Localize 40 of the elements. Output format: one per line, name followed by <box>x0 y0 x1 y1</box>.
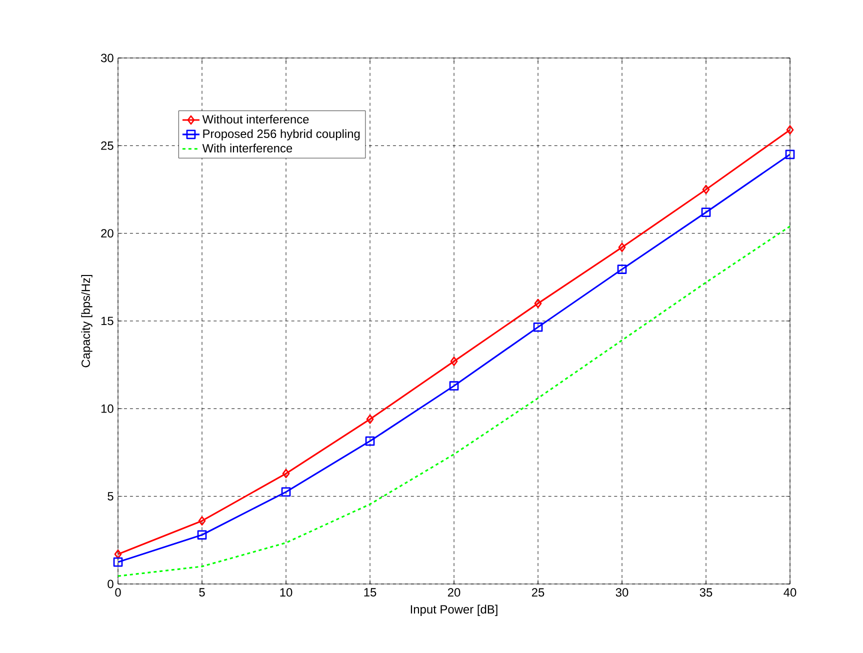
x-tick-label: 5 <box>199 588 205 597</box>
point <box>197 530 207 540</box>
point <box>617 264 627 274</box>
x-tick-label: 25 <box>532 588 544 597</box>
point <box>282 468 290 478</box>
point <box>198 516 206 526</box>
x-tick-label: 10 <box>280 588 292 597</box>
point <box>618 242 626 252</box>
legend-label: Without interference <box>202 114 309 124</box>
point <box>114 549 122 559</box>
x-tick-label: 35 <box>700 588 712 597</box>
y-tick-label: 30 <box>100 54 114 62</box>
x-tick-label: 20 <box>448 588 460 597</box>
legend-label: Proposed 256 hybrid coupling <box>203 129 360 140</box>
point <box>281 487 291 497</box>
point <box>449 381 459 391</box>
point <box>702 184 710 194</box>
x-axis-title: Input Power [dB] <box>410 604 498 616</box>
point <box>365 436 375 446</box>
y-tick-label: 15 <box>101 316 114 326</box>
y-tick-label: 0 <box>108 580 114 588</box>
y-tick-label: 5 <box>108 492 114 500</box>
y-tick-label: 25 <box>101 141 114 150</box>
x-tick-label: 30 <box>616 588 628 597</box>
y-tick-label: 20 <box>101 229 114 238</box>
legend-label: With interference <box>202 144 292 152</box>
point <box>785 150 795 160</box>
point <box>366 414 374 424</box>
point <box>450 356 458 366</box>
y-axis-title: Capacity [bps/Hz] <box>81 275 92 368</box>
x-tick-label: 40 <box>784 588 796 597</box>
y-tick-label: 10 <box>101 404 114 413</box>
x-tick-label: 15 <box>364 588 376 597</box>
line-series <box>118 226 790 577</box>
point <box>701 208 711 217</box>
point <box>786 125 794 135</box>
point <box>533 322 543 332</box>
x-tick-label: 0 <box>115 588 121 597</box>
point <box>534 298 542 308</box>
point <box>113 557 123 567</box>
